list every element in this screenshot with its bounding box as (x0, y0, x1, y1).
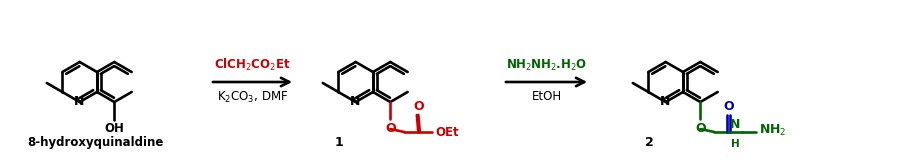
Text: N: N (74, 95, 84, 108)
Text: OH: OH (104, 122, 125, 135)
Text: O: O (386, 123, 396, 136)
Text: O: O (695, 123, 706, 136)
Text: N: N (730, 118, 740, 131)
Text: K$_2$CO$_3$, DMF: K$_2$CO$_3$, DMF (217, 90, 289, 105)
Text: 2: 2 (645, 136, 653, 149)
Text: H: H (731, 139, 740, 149)
Text: 1: 1 (334, 136, 344, 149)
Text: OEt: OEt (435, 125, 459, 139)
Text: N: N (350, 95, 360, 108)
Text: NH$_2$: NH$_2$ (759, 122, 787, 138)
Text: NH$_2$NH$_2$.H$_2$O: NH$_2$NH$_2$.H$_2$O (506, 58, 587, 73)
Text: N: N (660, 95, 671, 108)
Text: O: O (413, 100, 423, 113)
Text: ClCH$_2$CO$_2$Et: ClCH$_2$CO$_2$Et (214, 57, 290, 73)
Text: O: O (723, 100, 734, 113)
Text: EtOH: EtOH (531, 90, 562, 103)
Text: 8-hydroxyquinaldine: 8-hydroxyquinaldine (27, 136, 163, 149)
